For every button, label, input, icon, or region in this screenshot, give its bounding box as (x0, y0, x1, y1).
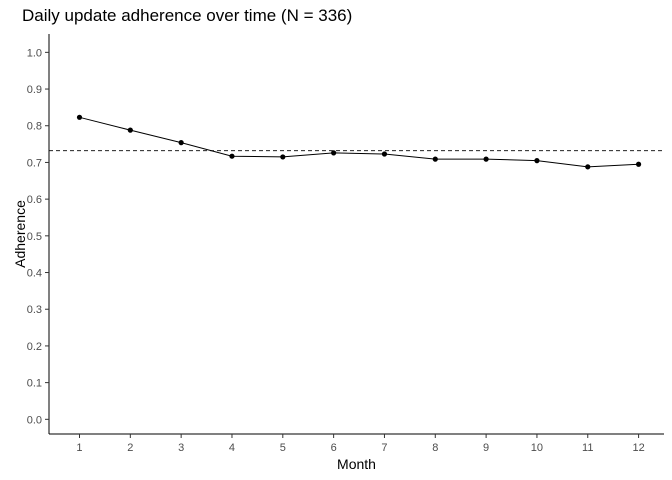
y-tick-label: 0.8 (27, 121, 42, 133)
data-point (229, 153, 235, 159)
x-tick-label: 6 (331, 442, 337, 454)
x-tick-label: 5 (280, 442, 286, 454)
x-tick-label: 4 (229, 442, 235, 454)
y-tick-label: 0.3 (27, 304, 42, 316)
x-tick-label: 12 (632, 442, 644, 454)
y-tick-label: 0.7 (27, 157, 42, 169)
y-axis-title: Adherence (12, 200, 28, 268)
y-tick-label: 0.2 (27, 341, 42, 353)
x-tick-label: 7 (381, 442, 387, 454)
y-tick-label: 0.1 (27, 378, 42, 390)
data-point (381, 151, 388, 157)
x-tick-label: 9 (483, 442, 489, 454)
x-tick-label: 3 (178, 442, 184, 454)
chart-title: Daily update adherence over time (N = 33… (22, 6, 353, 25)
data-point (178, 140, 184, 146)
x-tick-label: 8 (432, 442, 438, 454)
x-ticks: 1 2 3 4 5 6 7 8 9 10 11 12 (76, 434, 645, 454)
data-point (635, 161, 642, 167)
x-tick-label: 2 (127, 442, 133, 454)
y-tick-label: 0.6 (27, 194, 42, 206)
y-tick-label: 1.0 (27, 47, 42, 59)
y-tick-label: 0.5 (27, 231, 42, 243)
data-point (432, 156, 438, 162)
y-tick-label: 0.4 (27, 268, 42, 280)
data-point (585, 164, 591, 170)
data-point (483, 156, 489, 162)
x-tick-label: 1 (76, 442, 82, 454)
x-tick-label: 11 (582, 442, 593, 454)
axes (48, 34, 664, 435)
data-point (127, 127, 133, 133)
x-tick-label: 10 (531, 442, 543, 454)
data-point (76, 114, 83, 120)
data-point (534, 158, 540, 164)
y-tick-label: 0.9 (27, 84, 42, 96)
data-points (76, 114, 642, 170)
data-point (280, 154, 286, 160)
data-point (331, 150, 337, 156)
y-ticks: 0.0 0.1 0.2 0.3 0.4 0.5 0.6 0.7 0.8 0.9 1.0 (27, 47, 49, 426)
series-line (79, 116, 639, 168)
x-axis-title: Month (337, 456, 376, 472)
y-tick-label: 0.0 (27, 414, 42, 426)
